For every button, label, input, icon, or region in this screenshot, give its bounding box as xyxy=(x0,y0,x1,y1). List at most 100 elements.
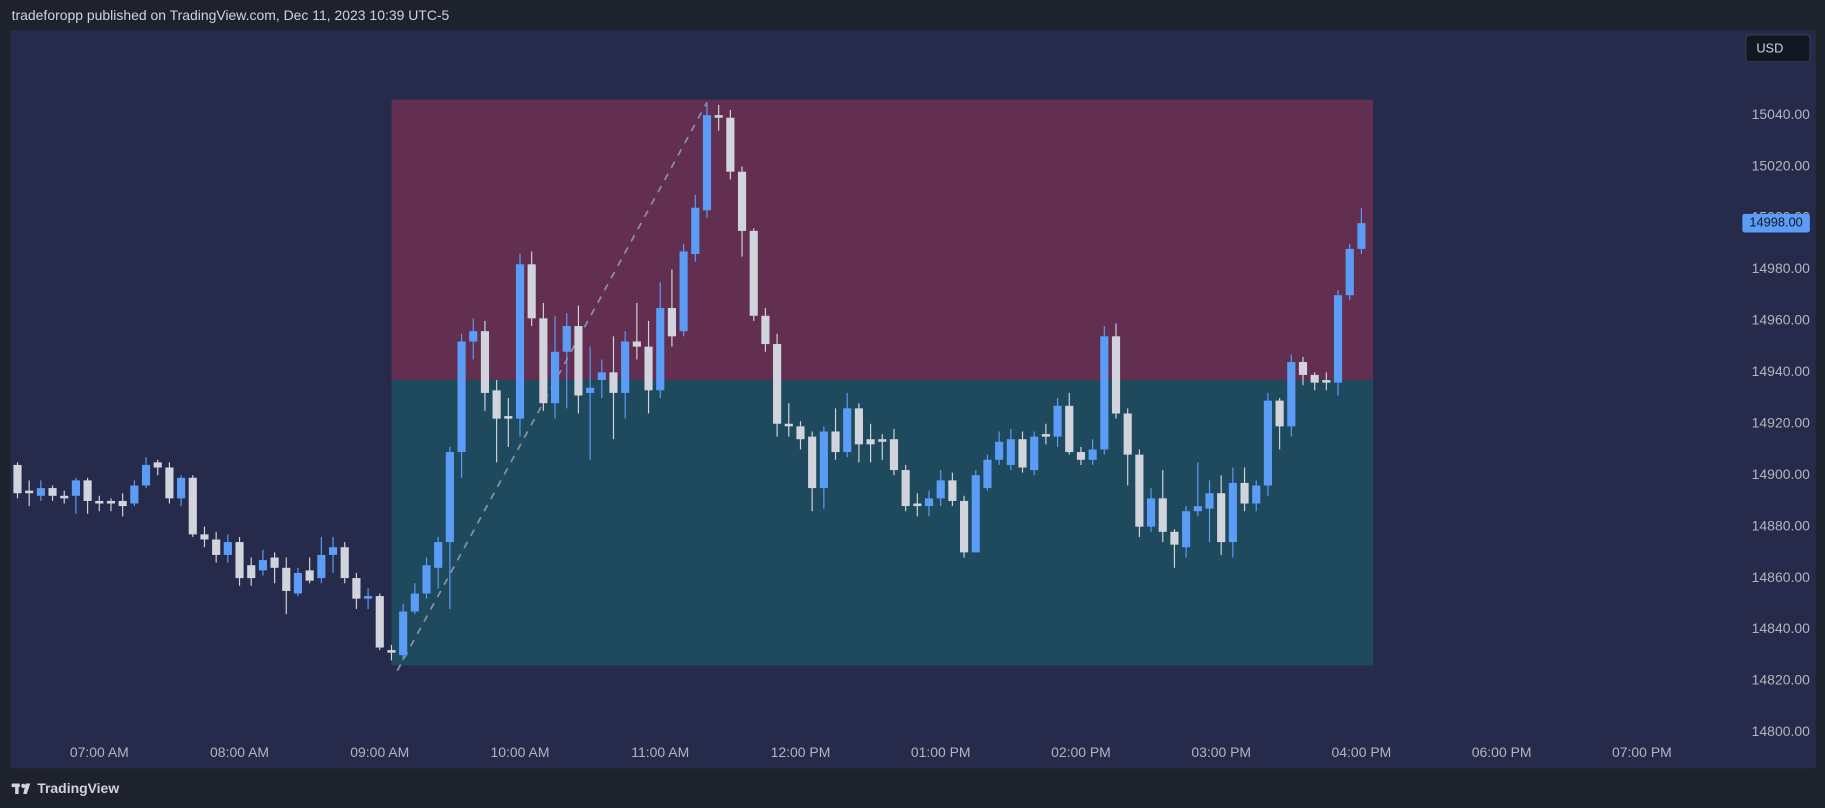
currency[interactable]: USD xyxy=(1756,40,1783,55)
candle-body xyxy=(1240,482,1249,504)
candle-body xyxy=(960,500,969,553)
candle-body xyxy=(1065,405,1074,453)
y-tick-label: 14840.00 xyxy=(1752,620,1810,636)
candle-body xyxy=(153,462,162,468)
candle-body xyxy=(1006,439,1015,465)
candle-body xyxy=(258,560,267,571)
y-tick-label: 14820.00 xyxy=(1752,672,1810,688)
candle-body xyxy=(889,439,899,471)
candle-body xyxy=(971,475,980,553)
x-tick-label: 09:00 AM xyxy=(350,744,409,760)
x-tick-label: 07:00 AM xyxy=(70,744,129,760)
candle-body xyxy=(422,565,431,594)
candle-body xyxy=(1135,454,1144,527)
x-tick-label: 08:00 AM xyxy=(210,744,269,760)
candle-body xyxy=(48,488,57,496)
x-tick-label: 07:00 PM xyxy=(1612,744,1672,760)
candle-body xyxy=(854,408,863,445)
candle-body xyxy=(352,578,361,599)
candle-body xyxy=(1123,413,1132,455)
candle-body xyxy=(1322,380,1331,383)
candle-body xyxy=(317,554,326,579)
candle-body xyxy=(1053,405,1062,437)
x-tick-label: 04:00 PM xyxy=(1332,744,1392,760)
candle-body xyxy=(632,341,641,347)
candle-body xyxy=(1228,482,1237,543)
candle-body xyxy=(702,115,712,211)
candle-body xyxy=(515,264,525,419)
position-stop xyxy=(391,380,1374,666)
candle-body xyxy=(621,341,630,393)
candle-body xyxy=(165,467,174,499)
x-tick-label: 03:00 PM xyxy=(1191,744,1251,760)
candle-body xyxy=(1182,511,1191,548)
candle-body xyxy=(36,488,45,496)
candle-body xyxy=(375,596,384,648)
candle-body xyxy=(492,390,501,419)
candle-body xyxy=(1287,362,1296,427)
candle-body xyxy=(457,341,466,453)
candle-body xyxy=(1345,248,1354,296)
candle-body xyxy=(737,171,747,231)
candle-body xyxy=(1217,493,1226,543)
candle-body xyxy=(95,500,104,504)
candle-body xyxy=(200,534,209,540)
candle-body xyxy=(656,308,665,391)
candle-body xyxy=(866,439,875,445)
candle-body xyxy=(387,650,396,653)
candle-body xyxy=(679,251,688,332)
candle-body xyxy=(808,436,817,489)
header: tradeforopp published on TradingView.com… xyxy=(12,7,450,23)
x-tick-label: 12:00 PM xyxy=(771,744,831,760)
candle-body xyxy=(1111,336,1121,414)
candle-body xyxy=(550,351,560,404)
candle-body xyxy=(60,495,69,499)
y-tick-label: 14980.00 xyxy=(1752,260,1810,276)
candle-body xyxy=(1263,400,1273,486)
candle-body xyxy=(141,464,151,486)
candle-body xyxy=(130,485,139,504)
candle-body xyxy=(504,416,513,419)
candle-body xyxy=(1088,449,1097,460)
x-tick-label: 11:00 AM xyxy=(631,744,689,760)
candle-body xyxy=(1357,223,1366,249)
candle-body xyxy=(936,480,945,499)
logo: TradingView xyxy=(37,780,119,796)
candle-body xyxy=(1275,400,1284,427)
y-tick-label: 14880.00 xyxy=(1752,517,1810,533)
candle-body xyxy=(761,315,770,345)
y-tick-label: 14800.00 xyxy=(1752,723,1810,739)
y-tick-label: 15020.00 xyxy=(1752,157,1810,173)
candle-body xyxy=(282,567,291,591)
candle-body xyxy=(293,572,303,594)
candle-body xyxy=(118,500,127,507)
candle-body xyxy=(83,480,92,501)
candle-body xyxy=(106,500,116,504)
y-tick-label: 14860.00 xyxy=(1752,569,1810,585)
y-tick-label: 15040.00 xyxy=(1752,106,1810,122)
last-price-tag xyxy=(1742,213,1810,233)
candle-body xyxy=(469,331,478,342)
currency-box[interactable] xyxy=(1745,34,1811,63)
y-tick-label: 14940.00 xyxy=(1752,363,1810,379)
candle-body xyxy=(480,331,490,393)
position-target xyxy=(391,99,1374,381)
candle-body xyxy=(223,542,232,555)
candle-body xyxy=(305,570,314,581)
candle-body xyxy=(913,503,922,507)
candle-body xyxy=(410,593,419,612)
candle-body xyxy=(1076,452,1086,460)
candle-body xyxy=(445,452,454,543)
candle-body xyxy=(983,459,992,489)
candle-body xyxy=(773,344,782,424)
candle-body xyxy=(1158,498,1167,532)
candle-body xyxy=(71,480,80,496)
candle-body xyxy=(784,423,793,427)
candle-body xyxy=(1193,506,1202,512)
candle-body xyxy=(714,115,723,118)
candle-body xyxy=(340,547,349,579)
candle-body xyxy=(270,557,279,568)
candle-body xyxy=(434,542,443,568)
candle-body xyxy=(819,431,828,489)
candle-body xyxy=(1030,436,1039,471)
